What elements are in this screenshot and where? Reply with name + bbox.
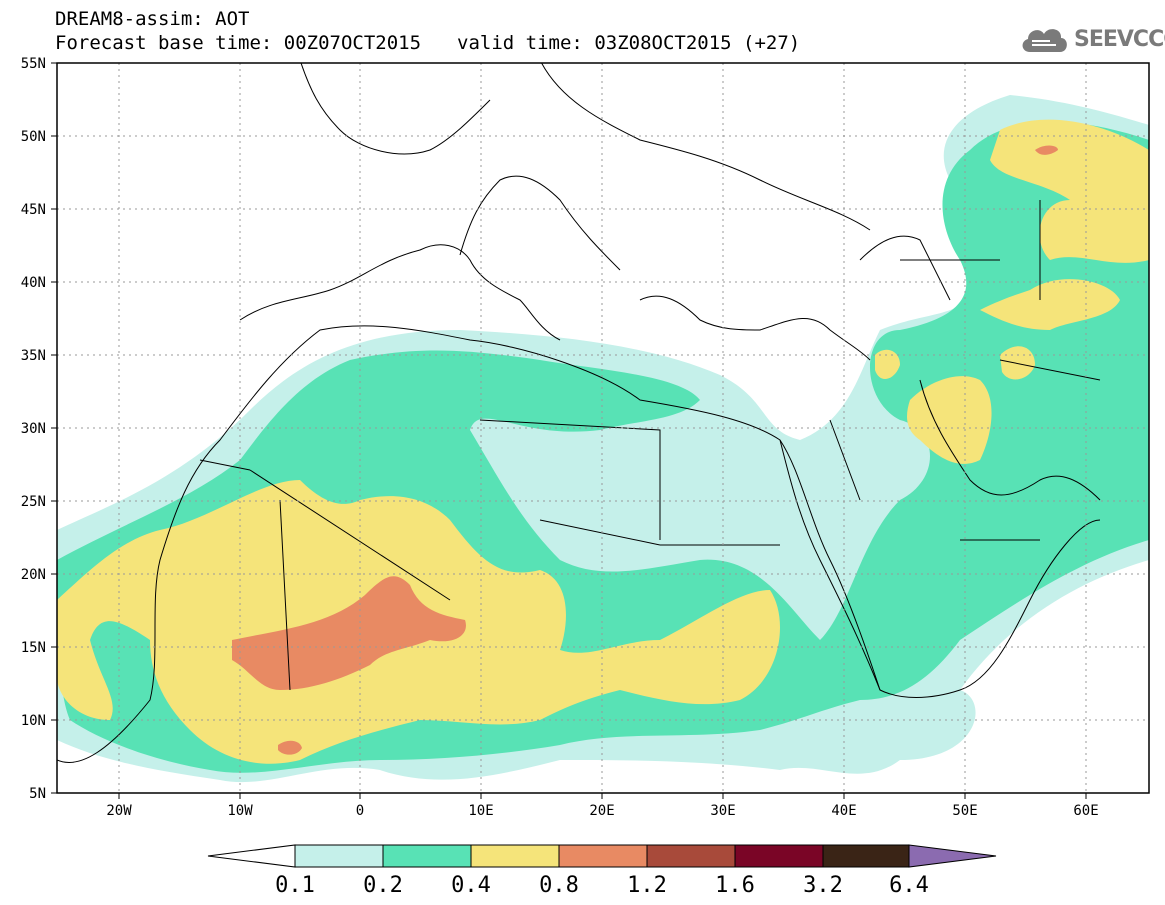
lat-tick-label: 40N — [21, 275, 46, 291]
colorbar-bin — [822, 844, 910, 868]
seevccc-logo: SEEVCCC — [1018, 22, 1165, 56]
colorbar-label: 0.2 — [363, 873, 403, 898]
aot-band-0.4 — [875, 349, 900, 380]
colorbar-bin — [734, 844, 824, 868]
lat-tick-label: 50N — [21, 129, 46, 145]
lat-tick-label: 30N — [21, 421, 46, 437]
aot-contours — [57, 95, 1149, 783]
gridlines — [57, 63, 1149, 793]
colorbar-bin — [382, 844, 472, 868]
lat-tick-label: 25N — [21, 494, 46, 510]
cloud-icon — [1022, 29, 1067, 52]
colorbar: 0.1 0.2 0.4 0.8 1.2 1.6 3.2 6.4 — [207, 844, 997, 898]
lon-tick-label: 40E — [831, 803, 856, 819]
lon-tick-label: 10W — [227, 803, 253, 819]
lat-tick-label: 20N — [21, 567, 46, 583]
colorbar-label: 0.1 — [275, 873, 315, 898]
colorbar-label: 1.6 — [715, 873, 755, 898]
lat-tick-label: 10N — [21, 713, 46, 729]
coastlines — [57, 63, 1101, 763]
aot-band-0.4 — [1000, 346, 1035, 380]
time-info: Forecast base time: 00Z07OCT2015 valid ti… — [55, 32, 800, 54]
lon-tick-label: 50E — [952, 803, 977, 819]
valid-time: valid time: 03Z08OCT2015 (+27) — [457, 32, 801, 54]
tick-marks — [51, 62, 1087, 799]
colorbar-label: 0.8 — [539, 873, 579, 898]
lon-tick-label: 20W — [106, 803, 132, 819]
colorbar-upper-arrow — [908, 844, 997, 868]
aot-band-0.8 — [1035, 145, 1058, 155]
lon-tick-label: 10E — [468, 803, 493, 819]
aot-band-0.4 — [907, 376, 992, 464]
colorbar-bin — [558, 844, 648, 868]
aot-band-0.8 — [278, 740, 302, 755]
colorbar-label: 1.2 — [627, 873, 667, 898]
colorbar-bin — [646, 844, 736, 868]
aot-band-0.4 — [980, 279, 1120, 330]
lon-tick-label: 0 — [356, 803, 364, 819]
lat-tick-label: 5N — [29, 786, 46, 802]
lon-tick-label: 60E — [1073, 803, 1098, 819]
colorbar-label: 6.4 — [889, 873, 929, 898]
colorbar-bin — [470, 844, 560, 868]
lon-tick-label: 20E — [589, 803, 614, 819]
lat-tick-label: 35N — [21, 348, 46, 364]
aot-band-0.8 — [232, 576, 466, 690]
logo-text: SEEVCCC — [1074, 26, 1165, 52]
colorbar-bin — [294, 844, 384, 868]
lon-tick-label: 30E — [710, 803, 735, 819]
lon-axis: 20W 10W 0 10E 20E 30E 40E 50E 60E — [106, 803, 1098, 819]
chart-title: DREAM8-assim: AOT — [55, 8, 250, 30]
forecast-base-time: Forecast base time: 00Z07OCT2015 — [55, 32, 422, 54]
lat-tick-label: 45N — [21, 202, 46, 218]
colorbar-label: 0.4 — [451, 873, 491, 898]
lat-tick-label: 55N — [21, 56, 46, 72]
colorbar-lower-arrow — [207, 844, 296, 868]
lat-axis: 5N 10N 15N 20N 25N 30N 35N 40N 45N 50N 5… — [21, 56, 46, 802]
colorbar-label: 3.2 — [803, 873, 843, 898]
lat-tick-label: 15N — [21, 640, 46, 656]
aot-band-0.4 — [990, 119, 1149, 263]
